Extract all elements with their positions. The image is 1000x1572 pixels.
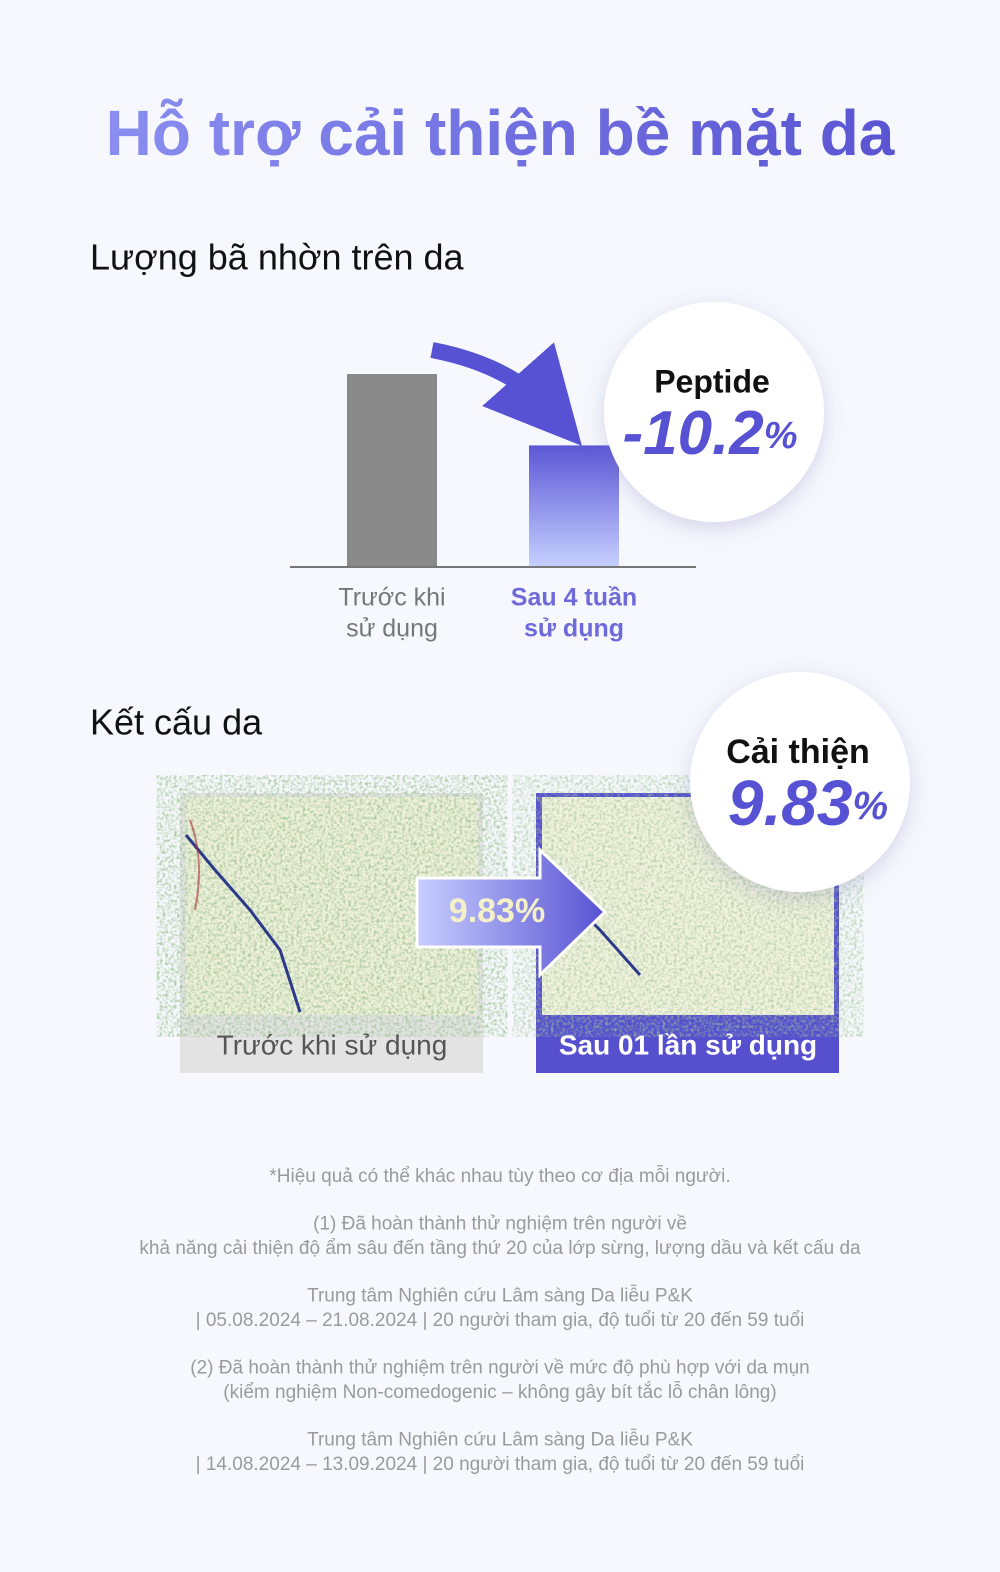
badge (604, 302, 824, 522)
value: -10.2 (622, 399, 763, 468)
badge-label: Peptide (654, 363, 770, 399)
badge (690, 672, 910, 892)
unit: % (764, 415, 798, 457)
section-title: Kết cấu da (90, 702, 263, 743)
bar (529, 445, 619, 567)
before-label: Trước khi sử dụng (217, 1029, 448, 1060)
bar (347, 374, 437, 567)
trend-arrow (430, 342, 582, 446)
footnote-line: khả năng cải thiện độ ẩm sâu đến tầng th… (139, 1238, 861, 1259)
arrow-label: 9.83% (449, 892, 545, 930)
oil-chart: Trước khi sử dụng Sau 4 tuần sử dụng (338, 374, 637, 643)
page-title: Hỗ trợ cải thiện bề mặt da (106, 97, 895, 169)
badge-value: -10.2% (622, 399, 797, 468)
footnote-line: (kiểm nghiệm Non-comedogenic – không gây… (223, 1381, 776, 1403)
after-label: Sau 01 lần sử dụng (559, 1029, 817, 1060)
value: 9.83 (728, 767, 853, 839)
footnote-line: Trung tâm Nghiên cứu Lâm sàng Da liễu P&… (307, 1285, 693, 1307)
category-label: sử dụng (346, 615, 438, 643)
section-title: Lượng bã nhờn trên da (90, 237, 465, 278)
unit: % (852, 784, 888, 828)
footnote-line: Trung tâm Nghiên cứu Lâm sàng Da liễu P&… (307, 1429, 693, 1451)
badge-value: 9.83% (728, 767, 888, 839)
footnotes: *Hiệu quả có thể khác nhau tùy theo cơ đ… (139, 1165, 861, 1475)
improve-arrow (415, 846, 608, 979)
category-label: sử dụng (524, 615, 624, 643)
footnote-line: | 05.08.2024 – 21.08.2024 | 20 người tha… (196, 1310, 805, 1331)
footnote-line: (1) Đã hoàn thành thử nghiệm trên người … (313, 1214, 687, 1235)
badge-label: Cải thiện (726, 733, 870, 771)
footnote-line: | 14.08.2024 – 13.09.2024 | 20 người tha… (196, 1454, 805, 1475)
category-label: Trước khi (338, 584, 445, 612)
footnote-line: (2) Đã hoàn thành thử nghiệm trên người … (190, 1358, 809, 1379)
footnote-line: *Hiệu quả có thể khác nhau tùy theo cơ đ… (269, 1165, 730, 1187)
category-label: Sau 4 tuần (511, 584, 637, 612)
